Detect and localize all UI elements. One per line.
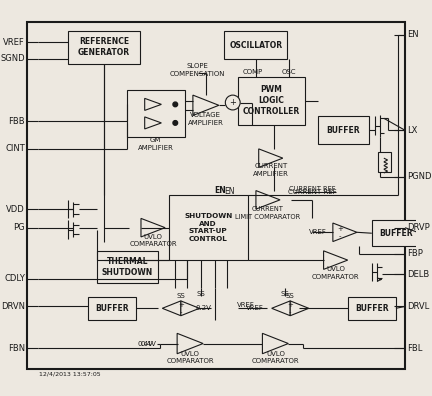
Text: SHUTDOWN
AND
START-UP
CONTROL: SHUTDOWN AND START-UP CONTROL: [184, 213, 232, 242]
Text: 0.4V: 0.4V: [141, 341, 157, 346]
Text: 0.2V: 0.2V: [196, 305, 212, 311]
Text: UVLO
COMPARATOR: UVLO COMPARATOR: [166, 351, 214, 364]
Text: 12/4/2013 13:57:05: 12/4/2013 13:57:05: [39, 371, 101, 377]
Text: SS: SS: [176, 293, 185, 299]
Polygon shape: [193, 95, 219, 116]
Polygon shape: [181, 301, 200, 316]
Bar: [224, 31, 287, 59]
Polygon shape: [145, 98, 162, 110]
Circle shape: [173, 102, 178, 107]
Bar: [127, 90, 184, 137]
Polygon shape: [259, 149, 283, 168]
Text: DRVN: DRVN: [1, 302, 25, 311]
Text: FBN: FBN: [8, 344, 25, 353]
Polygon shape: [177, 333, 203, 354]
Polygon shape: [272, 301, 290, 316]
Polygon shape: [145, 117, 162, 129]
Text: REFERENCE
GENERATOR: REFERENCE GENERATOR: [78, 37, 130, 57]
Text: SS: SS: [197, 291, 206, 297]
Text: LX: LX: [407, 126, 417, 135]
Polygon shape: [324, 251, 348, 269]
Text: VREF: VREF: [308, 229, 326, 235]
Text: CURRENT
LIMIT COMPARATOR: CURRENT LIMIT COMPARATOR: [235, 206, 301, 219]
Text: +: +: [178, 302, 184, 308]
Text: THERMAL
SHUTDOWN: THERMAL SHUTDOWN: [102, 257, 153, 277]
Text: VREF: VREF: [246, 305, 264, 311]
Text: BUFFER: BUFFER: [379, 229, 413, 238]
Text: CDLY: CDLY: [4, 274, 25, 283]
Text: SGND: SGND: [0, 55, 25, 63]
Text: SS: SS: [286, 293, 295, 299]
Text: DRVP: DRVP: [407, 223, 430, 232]
Text: +: +: [287, 302, 293, 308]
Bar: [318, 116, 369, 144]
Text: UVLO
COMPARATOR: UVLO COMPARATOR: [129, 234, 177, 248]
Text: BUFFER: BUFFER: [327, 126, 360, 135]
Text: CINT: CINT: [5, 145, 25, 153]
Bar: [372, 220, 420, 246]
Text: CURRENT REF: CURRENT REF: [289, 186, 336, 192]
Text: OSC: OSC: [282, 69, 296, 75]
Polygon shape: [141, 218, 165, 237]
Text: DELB: DELB: [407, 270, 429, 278]
Bar: [68, 31, 140, 64]
Text: -: -: [339, 233, 342, 239]
Text: DRVL: DRVL: [407, 302, 429, 311]
Bar: [378, 152, 391, 172]
Text: SS: SS: [280, 291, 289, 297]
Circle shape: [173, 121, 178, 125]
Text: +: +: [229, 98, 236, 107]
Text: VREF: VREF: [3, 38, 25, 47]
Text: BUFFER: BUFFER: [95, 304, 129, 313]
Text: FBL: FBL: [407, 344, 422, 353]
Text: UVLO
COMPARATOR: UVLO COMPARATOR: [251, 351, 299, 364]
Text: 0.4V: 0.4V: [137, 341, 153, 346]
Text: -: -: [180, 309, 182, 315]
Text: PG: PG: [13, 223, 25, 232]
Bar: [238, 76, 305, 125]
Text: EN: EN: [214, 186, 226, 195]
Text: UVLO
COMPARATOR: UVLO COMPARATOR: [312, 267, 359, 280]
Text: EN: EN: [224, 187, 234, 196]
Text: PGND: PGND: [407, 172, 432, 181]
Polygon shape: [256, 190, 280, 209]
Text: -: -: [289, 309, 292, 315]
Text: EN: EN: [407, 30, 419, 39]
Text: BUFFER: BUFFER: [355, 304, 389, 313]
Text: VDD: VDD: [6, 205, 25, 213]
Polygon shape: [290, 301, 309, 316]
Text: VREF: VREF: [237, 302, 254, 308]
Circle shape: [226, 95, 240, 110]
Text: PWM
LOGIC
CONTROLLER: PWM LOGIC CONTROLLER: [243, 85, 300, 116]
Text: CURRENT
AMPLIFIER: CURRENT AMPLIFIER: [253, 164, 289, 177]
Text: VOLTAGE
AMPLIFIER: VOLTAGE AMPLIFIER: [188, 112, 224, 126]
Polygon shape: [162, 301, 181, 316]
Text: +: +: [337, 226, 343, 232]
Text: CURRENT REF: CURRENT REF: [288, 189, 337, 196]
Text: FBP: FBP: [407, 249, 423, 258]
Bar: [97, 251, 158, 283]
Polygon shape: [333, 223, 357, 242]
Bar: [169, 195, 248, 260]
Text: COMP: COMP: [243, 69, 263, 75]
Polygon shape: [262, 333, 289, 354]
Text: SLOPE
COMPENSATION: SLOPE COMPENSATION: [170, 63, 225, 77]
Text: OSCILLATOR: OSCILLATOR: [229, 40, 283, 50]
Text: GM
AMPLIFIER: GM AMPLIFIER: [138, 137, 174, 151]
Text: FBB: FBB: [9, 116, 25, 126]
Bar: [88, 297, 137, 320]
Bar: [348, 297, 396, 320]
